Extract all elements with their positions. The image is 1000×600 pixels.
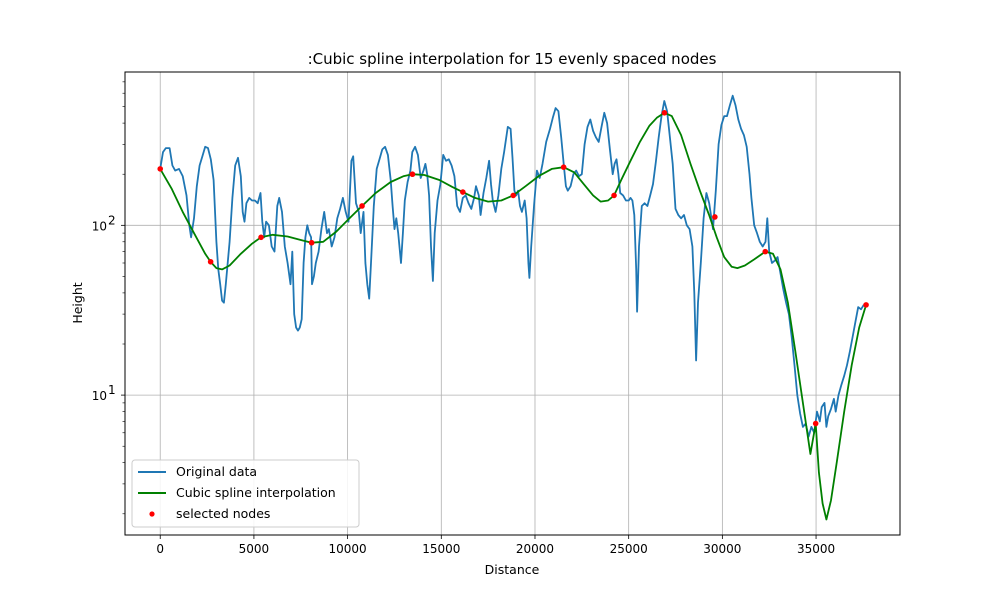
series-line-original-data (159, 94, 865, 438)
grid (125, 72, 900, 535)
x-tick-label: 0 (156, 542, 164, 556)
data-point-selected-nodes (258, 234, 264, 241)
chart-title: :Cubic spline interpolation for 15 evenl… (308, 50, 717, 68)
x-tick-label: 25000 (610, 542, 648, 556)
data-point-selected-nodes (560, 164, 567, 170)
x-tick-label: 20000 (516, 542, 554, 556)
data-point-selected-nodes (157, 166, 164, 172)
marker-layer (157, 110, 869, 427)
data-point-selected-nodes (207, 258, 214, 265)
legend-box (131, 459, 360, 528)
x-axis-label: Distance (485, 562, 540, 577)
y-tick-label: 10 (92, 219, 107, 233)
plot-frame (124, 71, 901, 536)
x-tick-label: 10000 (329, 542, 367, 556)
data-point-selected-nodes (510, 192, 517, 199)
data-point-selected-nodes (812, 420, 819, 427)
data-point-selected-nodes (308, 239, 315, 246)
data-point-selected-nodes (460, 189, 466, 195)
legend-label-selected-nodes: selected nodes (176, 506, 270, 521)
data-point-selected-nodes (359, 203, 365, 209)
data-point-selected-nodes (611, 192, 617, 199)
data-point-selected-nodes (762, 248, 769, 255)
legend-label-original-data: Original data (176, 464, 257, 479)
legend-swatch-selected-nodes (149, 511, 155, 517)
x-tick-label: 35000 (797, 542, 835, 556)
legend: Original data Cubic spline interpolation… (131, 459, 360, 528)
x-tick-label: 30000 (703, 542, 741, 556)
data-point-selected-nodes (409, 171, 416, 178)
y-tick-label: 10 (92, 389, 107, 403)
y-tick-exponent: 2 (108, 213, 116, 227)
x-tick-label: 15000 (422, 542, 460, 556)
data-point-selected-nodes (863, 302, 869, 308)
legend-label-cubic-spline: Cubic spline interpolation (176, 485, 336, 500)
series-line-cubic-spline-interpolation (159, 111, 867, 521)
x-tick-label: 5000 (239, 542, 270, 556)
series-layer (159, 94, 867, 521)
data-point-selected-nodes (712, 214, 718, 220)
y-tick-exponent: 1 (108, 383, 116, 397)
data-point-selected-nodes (661, 110, 668, 116)
y-axis-label: Height (70, 282, 85, 323)
